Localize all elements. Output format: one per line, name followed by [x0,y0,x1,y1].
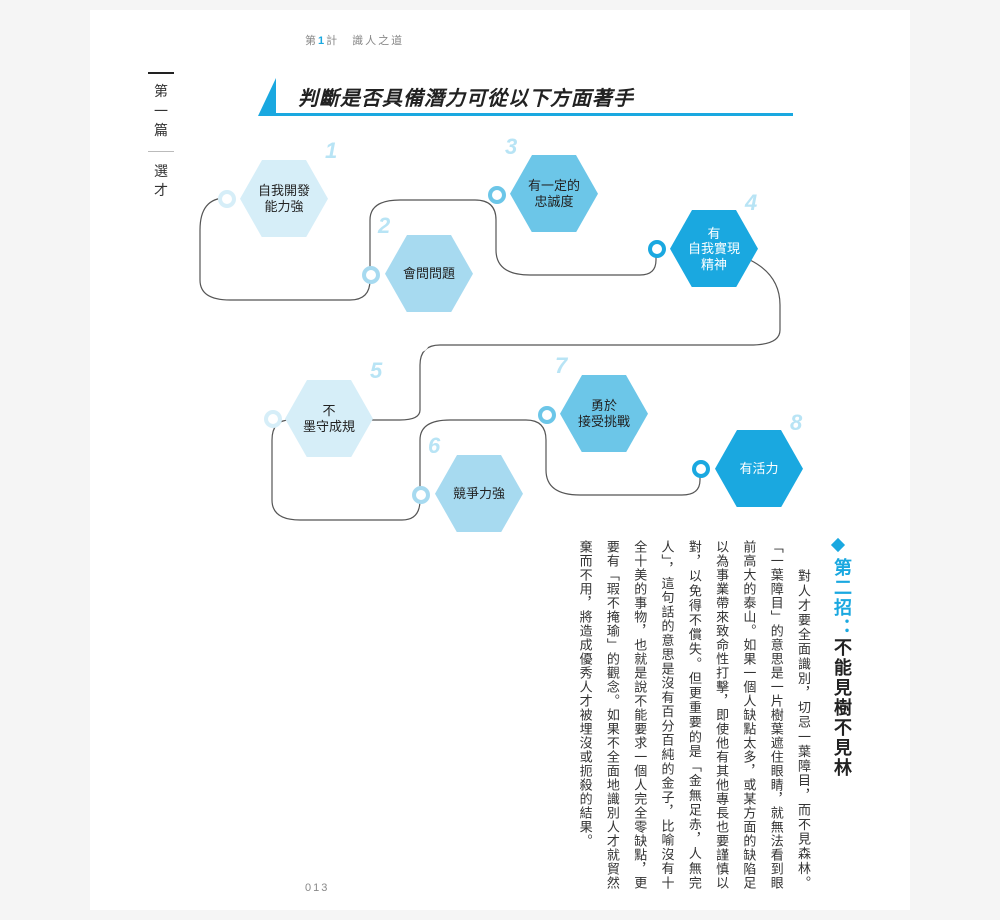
node-number-3: 3 [505,134,517,160]
book-page: 第1計 識人之道 第 一 篇 選 才 判斷是否具備潛力可從以下方面著手 自我開發… [90,10,910,910]
body-paragraph: 對人才要全面識別，切忌一葉障目，而不見森林。「一葉障目」的意思是一片樹葉遮住眼睛… [571,540,817,890]
hex-node-6: 競爭力強 [435,455,523,533]
connector-ring [692,460,710,478]
banner-title: 判斷是否具備潛力可從以下方面著手 [298,82,634,111]
subsection-heading: 第二招：不能見樹不見林 [829,540,855,890]
node-number-6: 6 [428,433,440,459]
connector-ring [264,410,282,428]
node-number-4: 4 [745,190,757,216]
flow-diagram: 自我開發 能力強1 會問問題2 有一定的 忠誠度3 有 自我實現 精神4 不 墨守成規5… [170,130,850,530]
hex-node-2: 會問問題 [385,235,473,313]
connector-ring [648,240,666,258]
connector-ring [411,334,429,352]
section-banner: 判斷是否具備潛力可從以下方面著手 [258,78,798,116]
hex-node-8: 有活力 [715,430,803,508]
node-number-1: 1 [325,138,337,164]
connector-ring [218,190,236,208]
node-number-5: 5 [370,358,382,384]
node-number-2: 2 [378,213,390,239]
connector-ring [488,186,506,204]
node-number-7: 7 [555,353,567,379]
side-section-label: 第 一 篇 選 才 [152,82,170,201]
body-text-block: 第二招：不能見樹不見林 對人才要全面識別，切忌一葉障目，而不見森林。「一葉障目」… [571,540,855,890]
breadcrumb: 第1計 識人之道 [305,32,404,48]
connector-ring [412,486,430,504]
hex-node-1: 自我開發 能力強 [240,160,328,238]
connector-ring [362,266,380,284]
connector-ring [538,406,556,424]
hex-node-4: 有 自我實現 精神 [670,210,758,288]
hex-node-5: 不 墨守成規 [285,380,373,458]
node-number-8: 8 [790,410,802,436]
hex-node-7: 勇於 接受挑戰 [560,375,648,453]
hex-node-3: 有一定的 忠誠度 [510,155,598,233]
page-number: 013 [305,882,329,894]
